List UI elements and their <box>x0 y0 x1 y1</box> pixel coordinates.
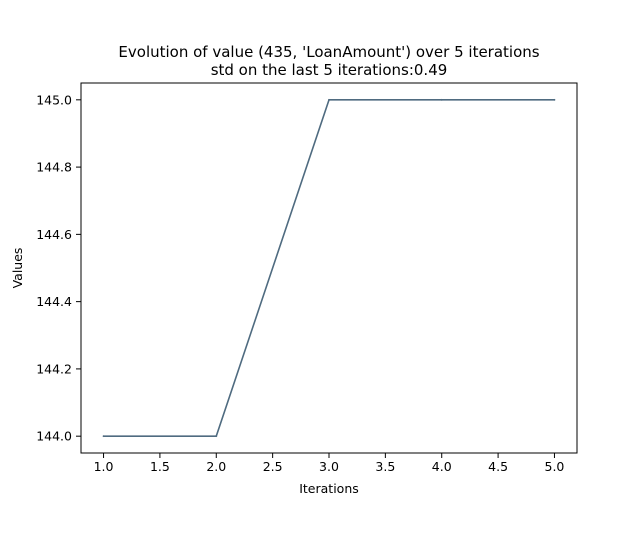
data-point <box>328 98 330 101</box>
data-point <box>102 435 105 438</box>
y-tick-label: 144.4 <box>36 294 72 309</box>
x-tick-label: 3.0 <box>319 459 339 474</box>
series-line <box>103 99 555 437</box>
x-tick-label: 4.0 <box>432 459 452 474</box>
x-tick-label: 2.5 <box>263 459 283 474</box>
plot-frame <box>80 82 578 454</box>
x-tick-label: 3.5 <box>375 459 395 474</box>
y-tick-label: 145.0 <box>36 92 72 107</box>
x-tick-label: 1.5 <box>150 459 170 474</box>
x-tick-label: 5.0 <box>545 459 565 474</box>
y-tick-label: 144.8 <box>36 160 72 175</box>
y-tick-label: 144.6 <box>36 227 72 242</box>
x-tick-label: 1.0 <box>94 459 114 474</box>
data-point <box>553 98 556 101</box>
y-axis-label: Values <box>10 248 25 289</box>
x-tick-label: 4.5 <box>488 459 508 474</box>
y-tick-label: 144.2 <box>36 361 72 376</box>
x-tick-label: 2.0 <box>206 459 226 474</box>
chart-subtitle: std on the last 5 iterations:0.49 <box>211 61 448 79</box>
y-tick-label: 144.0 <box>36 429 72 444</box>
plot-series <box>102 98 556 438</box>
data-point <box>440 98 443 101</box>
chart-title: Evolution of value (435, 'LoanAmount') o… <box>118 43 539 61</box>
data-point <box>215 435 218 438</box>
x-axis-label: Iterations <box>299 481 359 496</box>
axes-ticks: 1.0 1.5 2.0 2.5 3.0 3.5 4.0 4.5 5.0 144.0 144.2 144… <box>36 92 564 474</box>
